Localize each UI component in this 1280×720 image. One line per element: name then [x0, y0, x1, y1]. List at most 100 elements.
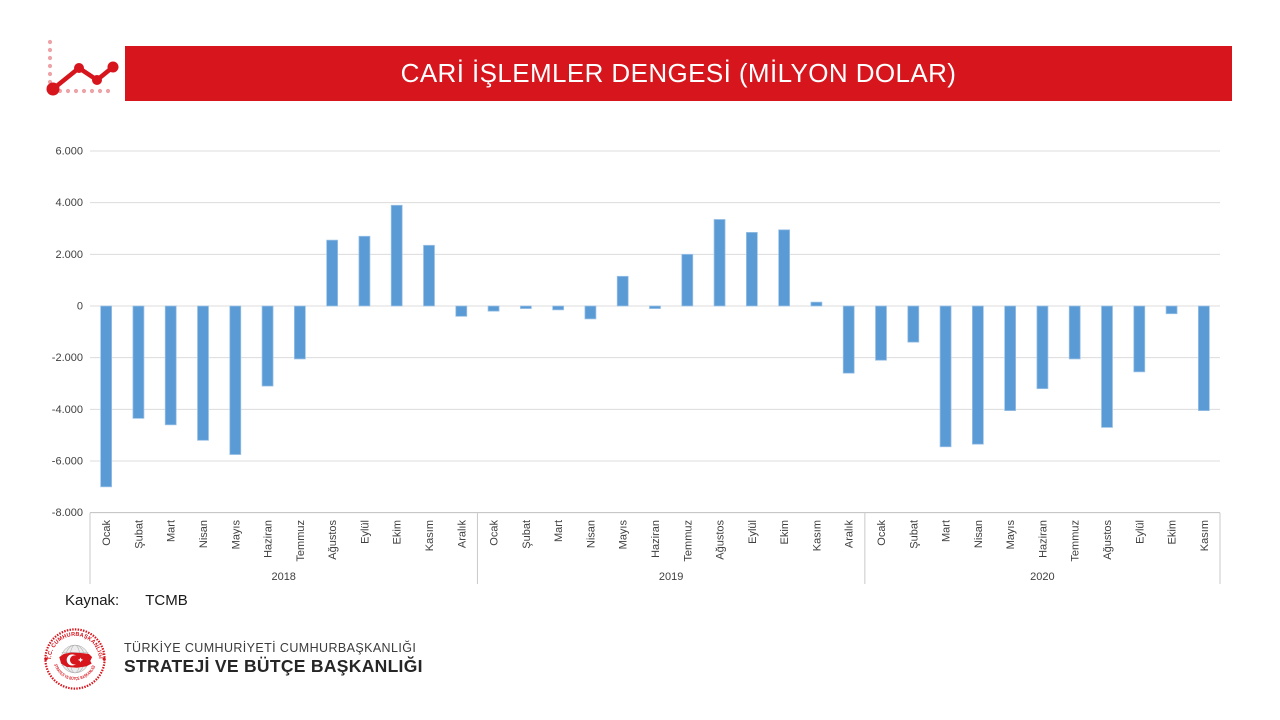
month-label: Aralık — [456, 520, 468, 549]
bar-2019-Ekim — [778, 229, 791, 307]
bar-2020-Eylül — [1133, 305, 1146, 373]
month-label: Mayıs — [230, 520, 242, 550]
bar-2018-Mart — [164, 305, 177, 426]
month-label: Haziran — [1037, 520, 1049, 558]
bar-2018-Eylül — [358, 235, 371, 307]
month-label: Mart — [553, 520, 565, 542]
footer: T.C. CUMHURBAŞKANLIĞI STRATEJİ VE BÜTÇE … — [38, 622, 423, 696]
month-label: Haziran — [263, 520, 275, 558]
month-label: Ocak — [489, 520, 501, 546]
bar-2019-Eylül — [745, 232, 758, 307]
y-axis-tick-label: 4.000 — [55, 197, 83, 209]
month-label: Ekim — [779, 520, 791, 544]
bar-2019-Haziran — [649, 305, 661, 309]
emblem-crescent-inner — [69, 655, 79, 665]
bar-2020-Ağustos — [1101, 305, 1113, 428]
emblem-right-star — [102, 656, 106, 662]
org-name: TÜRKİYE CUMHURİYETİ CUMHURBAŞKANLIĞI STR… — [124, 641, 423, 677]
month-label: Kasım — [424, 520, 436, 551]
bar-2018-Ekim — [390, 204, 403, 307]
bar-2020-Mart — [939, 305, 952, 448]
bar-2020-Nisan — [971, 305, 984, 445]
bar-2019-Ocak — [487, 305, 500, 312]
source-line: Kaynak: TCMB — [65, 592, 188, 609]
bar-2018-Ağustos — [326, 239, 339, 307]
line-points — [46, 61, 119, 96]
month-label: Mayıs — [1005, 520, 1017, 550]
title-banner: CARİ İŞLEMLER DENGESİ (MİLYON DOLAR) — [125, 46, 1232, 101]
bar-2018-Mayıs — [229, 305, 242, 455]
month-label: Mart — [166, 520, 178, 542]
bar-2020-Temmuz — [1068, 305, 1081, 360]
month-label: Kasım — [811, 520, 823, 551]
y-axis-tick-label: -8.000 — [52, 507, 83, 519]
month-label: Şubat — [908, 520, 920, 549]
year-label: 2019 — [659, 571, 683, 583]
month-label: Ekim — [392, 520, 404, 544]
y-axis-tick-label: -6.000 — [52, 456, 83, 468]
bar-2018-Şubat — [132, 305, 145, 419]
current-account-balance-chart: 6.000 4.000 2.000 0 -2.000 -4.000 -6.000 -8.000… — [52, 146, 1221, 584]
bar-2019-Temmuz — [681, 253, 694, 307]
month-label: Şubat — [521, 520, 533, 549]
month-label: Haziran — [650, 520, 662, 558]
y-axis-tick-label: 0 — [77, 301, 83, 313]
bar-2020-Mayıs — [1004, 305, 1017, 412]
bar-2018-Temmuz — [293, 305, 306, 360]
bar-2020-Ekim — [1165, 305, 1178, 315]
source-label: Kaynak: — [65, 592, 120, 609]
bar-2018-Haziran — [261, 305, 274, 387]
month-label: Ocak — [876, 520, 888, 546]
bar-2018-Ocak — [100, 305, 113, 488]
bar-2018-Kasım — [423, 244, 435, 307]
y-axis-tick-label: -2.000 — [52, 352, 83, 364]
bar-2020-Şubat — [907, 305, 920, 343]
year-label: 2020 — [1030, 571, 1054, 583]
month-label: Mayıs — [618, 520, 630, 550]
bar-2019-Kasım — [810, 301, 823, 307]
bar-2019-Mart — [552, 305, 565, 311]
source-value: TCMB — [145, 592, 188, 609]
bar-2019-Ağustos — [713, 219, 726, 307]
y-axis-tick-label: -4.000 — [52, 404, 83, 416]
month-label: Eylül — [747, 520, 759, 544]
y-axis-tick-label: 2.000 — [55, 249, 83, 261]
emblem-star — [77, 657, 84, 663]
month-label: Aralık — [844, 520, 856, 549]
month-label: Şubat — [133, 520, 145, 549]
org-line1: TÜRKİYE CUMHURİYETİ CUMHURBAŞKANLIĞI — [124, 641, 417, 655]
bar-2019-Nisan — [584, 305, 597, 320]
month-label: Temmuz — [1070, 520, 1082, 562]
month-label: Kasım — [1199, 520, 1211, 551]
dotted-axes — [47, 39, 111, 94]
emblem-left-star — [44, 656, 48, 662]
month-label: Ağustos — [1102, 520, 1114, 560]
bar-2020-Ocak — [875, 305, 887, 361]
y-axis-tick-label: 6.000 — [55, 146, 83, 158]
month-label: Ağustos — [715, 520, 727, 560]
bar-2020-Kasım — [1197, 305, 1210, 412]
presidency-sbb-emblem: T.C. CUMHURBAŞKANLIĞI STRATEJİ VE BÜTÇE … — [44, 628, 106, 690]
bar-2019-Şubat — [519, 305, 532, 309]
org-line2: STRATEJİ VE BÜTÇE BAŞKANLIĞI — [124, 656, 423, 676]
month-label: Ağustos — [327, 520, 339, 560]
bar-2018-Nisan — [197, 305, 209, 441]
bar-2018-Aralık — [455, 305, 468, 317]
year-label: 2018 — [271, 571, 295, 583]
month-label: Ocak — [101, 520, 113, 546]
month-label: Nisan — [973, 520, 985, 548]
zigzag-line — [50, 64, 116, 92]
month-label: Nisan — [198, 520, 210, 548]
chart-title: CARİ İŞLEMLER DENGESİ (MİLYON DOLAR) — [400, 58, 957, 88]
month-label: Mart — [941, 520, 953, 542]
bar-2020-Haziran — [1036, 305, 1049, 390]
month-label: Eylül — [1134, 520, 1146, 544]
month-label: Eylül — [359, 520, 371, 544]
month-label: Nisan — [585, 520, 597, 548]
bar-2019-Aralık — [842, 305, 855, 374]
month-label: Temmuz — [295, 520, 307, 562]
month-label: Ekim — [1167, 520, 1179, 544]
month-label: Temmuz — [682, 520, 694, 562]
bar-2019-Mayıs — [616, 275, 629, 307]
